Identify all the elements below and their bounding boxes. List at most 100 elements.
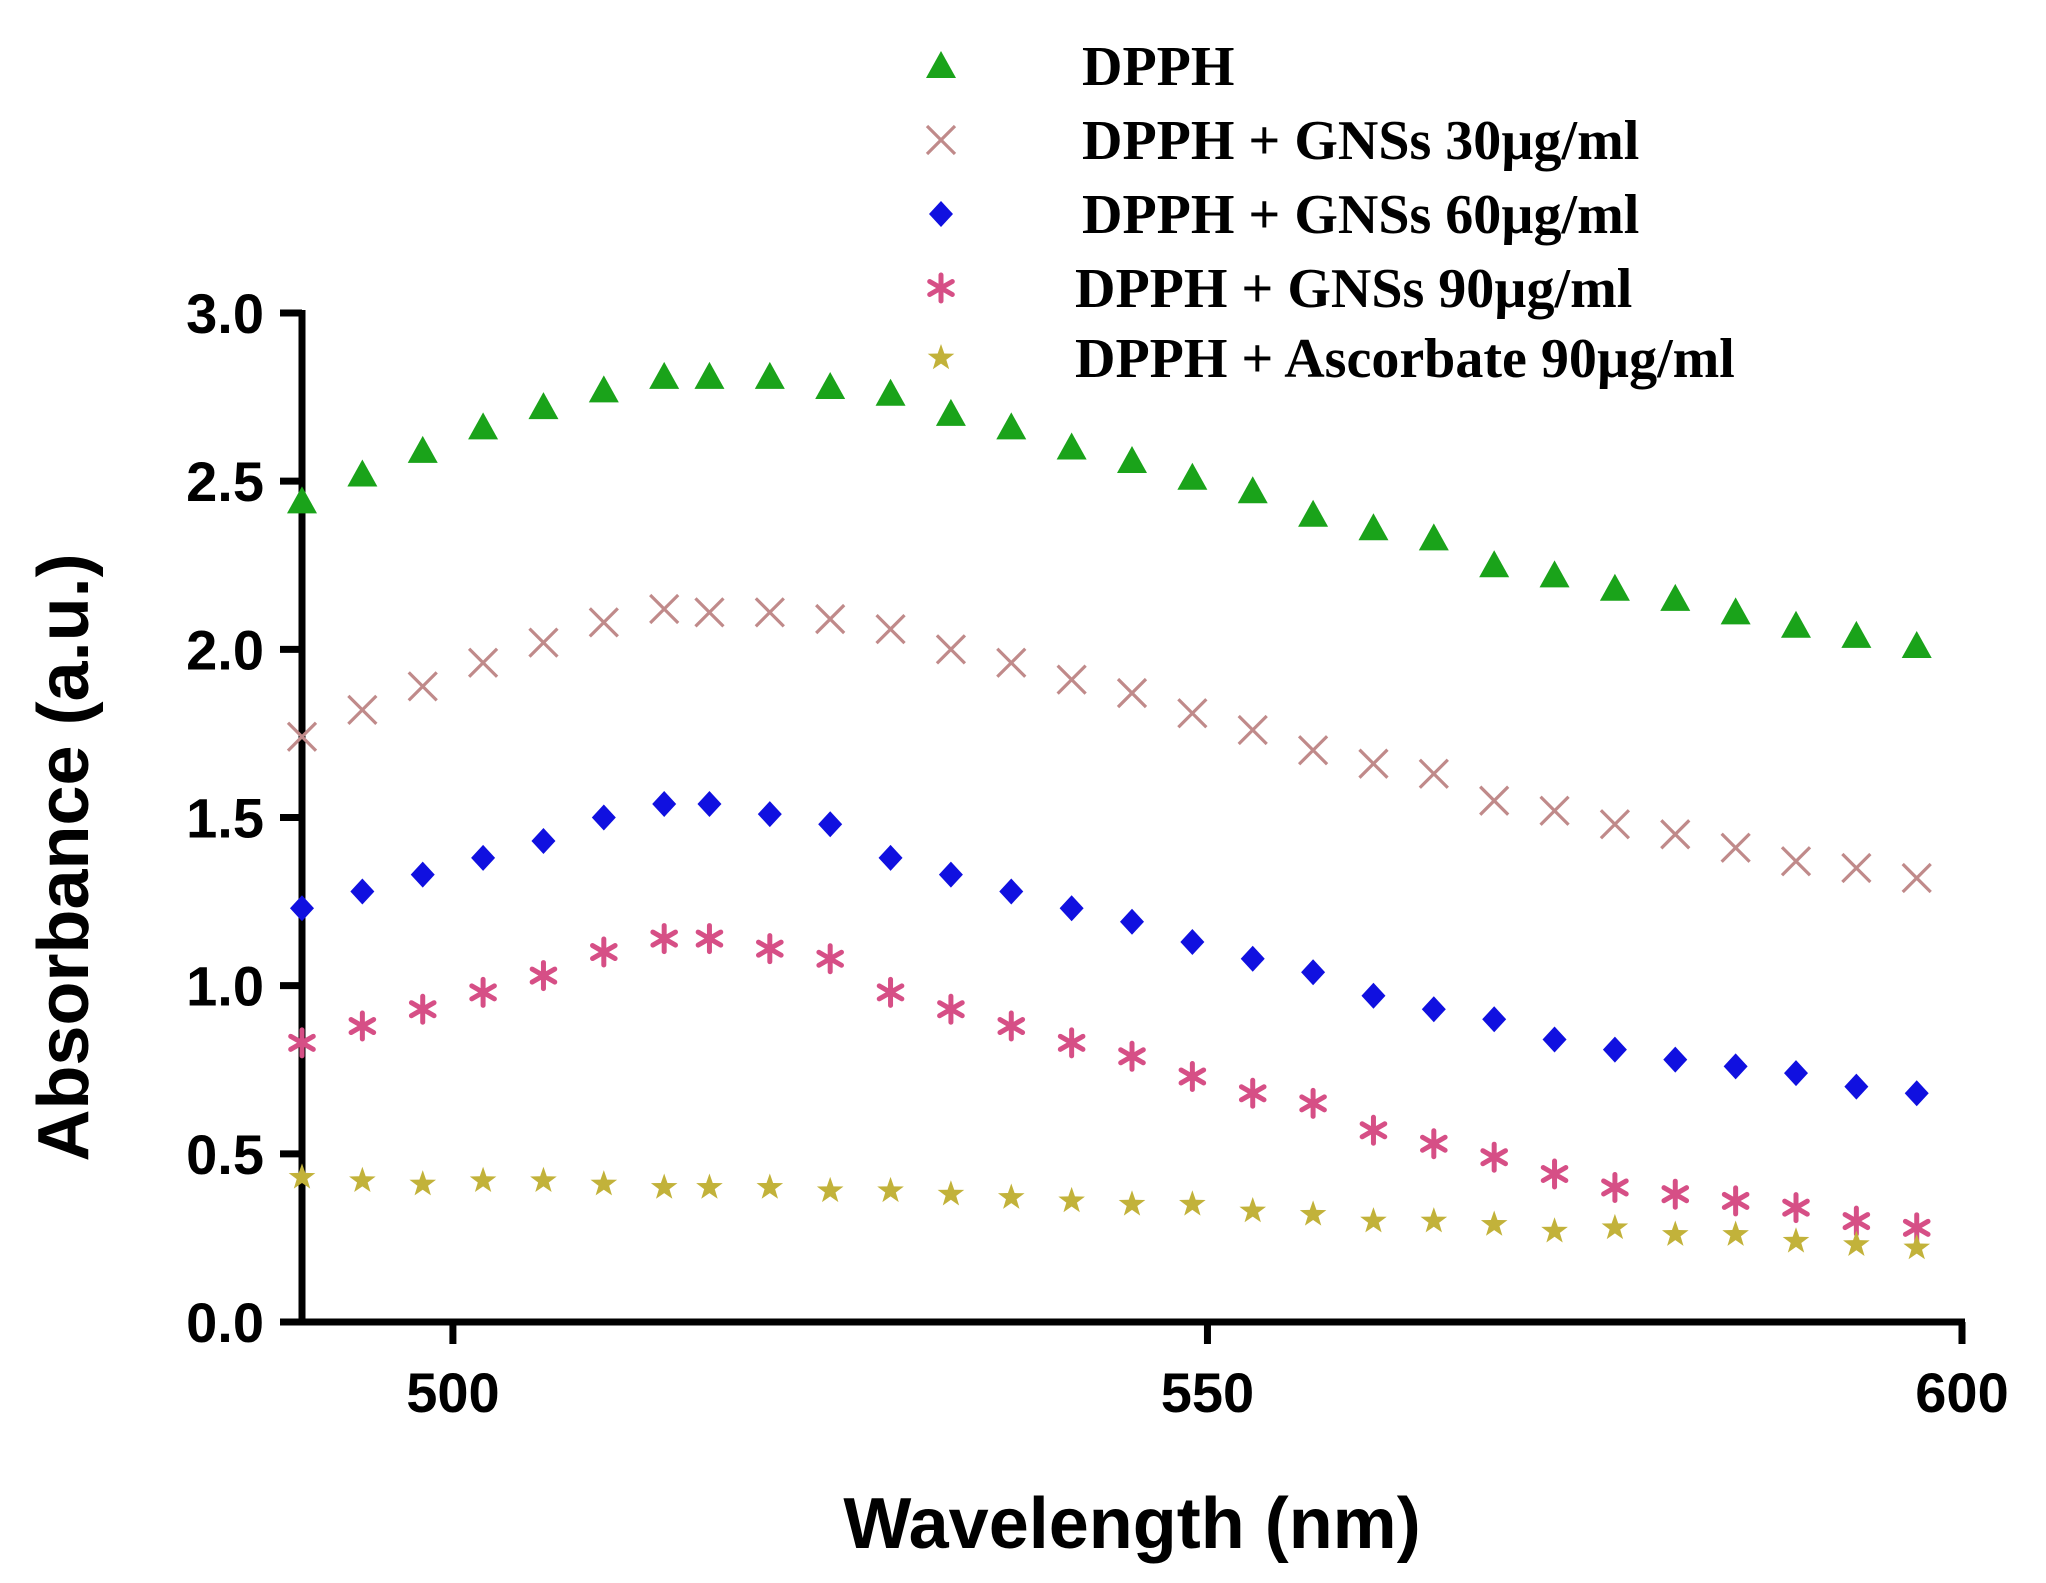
data-point — [532, 963, 555, 989]
data-point — [1601, 1213, 1629, 1240]
legend-marker — [926, 51, 956, 78]
data-points — [286, 361, 1933, 1260]
data-point — [409, 1170, 437, 1196]
data-point — [1297, 734, 1329, 766]
data-point — [1480, 1210, 1508, 1236]
data-point — [819, 946, 842, 972]
data-point — [468, 412, 499, 440]
data-point — [649, 361, 680, 389]
data-point — [1058, 1186, 1085, 1213]
data-point — [694, 361, 725, 389]
data-point — [818, 811, 843, 838]
data-point — [1538, 795, 1571, 827]
plot-area: 0.0 0.5 1.0 1.5 2.0 2.5 3.0 500 550 600 — [186, 282, 2009, 1424]
data-point — [1056, 664, 1088, 696]
data-point — [1539, 560, 1570, 588]
data-point — [1298, 499, 1329, 527]
legend-marker — [929, 201, 953, 227]
data-point — [1844, 1073, 1869, 1100]
data-point — [879, 979, 902, 1005]
data-point — [1181, 1063, 1204, 1089]
series-dpph-gnss-30ug-ml — [286, 593, 1933, 894]
data-point — [291, 1030, 314, 1056]
data-point — [1841, 620, 1872, 648]
data-point — [1361, 982, 1386, 1009]
data-point — [591, 804, 616, 831]
data-point — [1604, 1174, 1627, 1200]
data-point — [1237, 714, 1269, 746]
y-tick-label: 1.0 — [186, 955, 264, 1018]
x-tick-label: 550 — [1161, 1361, 1254, 1424]
data-point — [877, 1176, 904, 1203]
legend-item-dpph-ascorbate-90ug-ml: DPPH + Ascorbate 90µg/ml — [927, 328, 1735, 390]
data-point — [1120, 908, 1144, 935]
data-point — [938, 861, 963, 888]
data-point — [593, 939, 616, 965]
x-axis-title: Wavelength (nm) — [843, 1484, 1420, 1564]
data-point — [940, 996, 963, 1022]
data-point — [527, 627, 560, 659]
data-point — [531, 828, 556, 855]
data-point — [1483, 1144, 1506, 1170]
data-point — [1420, 1207, 1448, 1233]
data-point — [878, 844, 903, 871]
data-point — [528, 392, 559, 420]
data-point — [1478, 785, 1510, 817]
data-point — [346, 694, 378, 726]
data-point — [1599, 808, 1631, 840]
data-point — [1659, 818, 1691, 850]
legend: DPPH DPPH + GNSs 30µg/ml DPPH + GNSs 60µg/… — [925, 36, 1735, 390]
data-point — [816, 1176, 844, 1203]
legend-item-dpph-gnss-30ug-ml: DPPH + GNSs 30µg/ml — [925, 110, 1639, 172]
data-point — [754, 361, 785, 389]
data-point — [1843, 1230, 1870, 1256]
data-point — [1845, 1208, 1868, 1234]
data-point — [1179, 1190, 1206, 1216]
data-point — [1000, 1013, 1023, 1039]
data-point — [1479, 550, 1510, 578]
legend-label: DPPH + Ascorbate 90µg/ml — [1075, 328, 1735, 390]
data-point — [1240, 945, 1265, 972]
data-point — [754, 596, 786, 628]
data-point — [935, 398, 966, 426]
series-dpph — [287, 361, 1932, 658]
y-tick-label: 0.0 — [186, 1291, 264, 1354]
data-point — [1664, 1181, 1687, 1207]
data-point — [467, 647, 499, 679]
data-point — [1301, 959, 1326, 986]
data-point — [1599, 573, 1630, 601]
data-point — [996, 412, 1027, 440]
data-point — [1421, 996, 1446, 1023]
legend-marker — [927, 344, 955, 370]
data-point — [1237, 476, 1268, 504]
data-point — [1722, 1220, 1749, 1246]
y-tick-label: 2.5 — [186, 450, 264, 513]
data-point — [411, 996, 434, 1022]
data-point — [410, 861, 435, 888]
data-point — [290, 895, 314, 922]
data-point — [652, 791, 677, 818]
x-tick-label: 600 — [1915, 1361, 2008, 1424]
data-point — [1302, 1090, 1325, 1116]
legend-label: DPPH — [1082, 36, 1234, 98]
data-point — [1117, 445, 1147, 473]
data-point — [995, 647, 1027, 679]
data-point — [697, 791, 722, 818]
series-dpph-gnss-60ug-ml — [290, 791, 1929, 1107]
data-point — [693, 596, 726, 628]
data-point — [875, 378, 906, 406]
data-point — [1241, 1080, 1264, 1106]
data-point — [590, 1170, 618, 1196]
data-point — [1723, 1053, 1748, 1080]
data-point — [937, 1180, 965, 1206]
y-tick-label: 0.5 — [186, 1123, 264, 1186]
data-point — [1901, 630, 1932, 658]
y-tick-label: 2.0 — [186, 618, 264, 681]
y-axis-title: Absorbance (a.u.) — [24, 553, 104, 1161]
data-point — [349, 1166, 376, 1193]
data-point — [1785, 1195, 1808, 1221]
data-point — [757, 801, 782, 828]
data-point — [997, 1183, 1025, 1209]
data-point — [1358, 513, 1389, 541]
data-point — [1780, 845, 1812, 877]
